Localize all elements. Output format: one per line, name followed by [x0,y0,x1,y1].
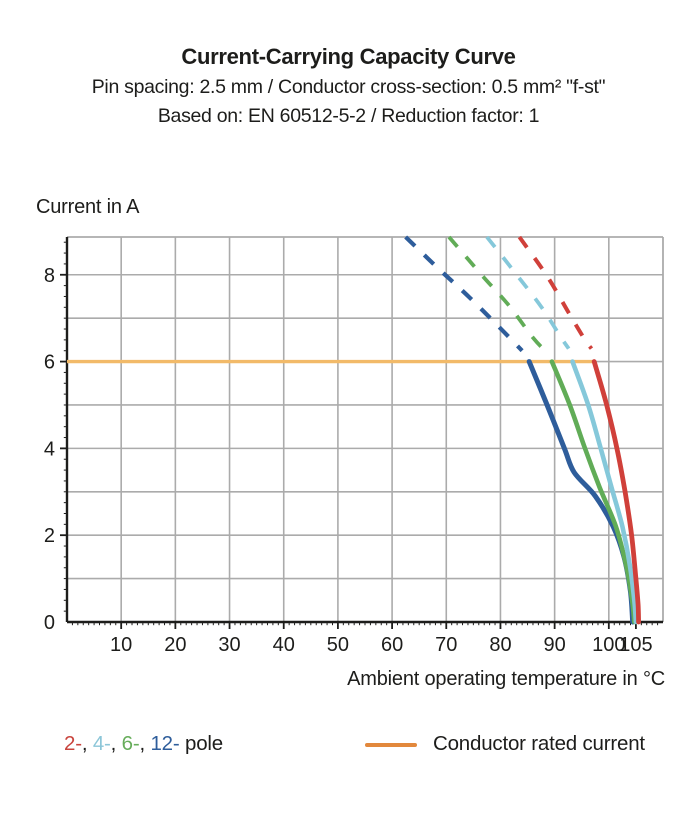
chart-subtitle-standard: Based on: EN 60512-5-2 / Reduction facto… [157,105,540,127]
chart-title: Current-Carrying Capacity Curve [181,44,516,69]
pole-legend-separator: , [81,732,93,755]
pole-legend: 2-, 4-, 6-, 12- pole [64,732,223,756]
x-axis-title: Ambient operating temperature in °C [347,668,665,690]
rated-current-label: Conductor rated current [433,732,645,755]
rated-current-legend: Conductor rated current [365,732,645,756]
x-tick-label: 40 [273,634,295,656]
chart-subtitle-pin-spacing: Pin spacing: 2.5 mm / Conductor cross-se… [91,76,606,98]
y-axis-title: Current in A [36,196,140,218]
curve-6-pole-dashed [447,235,547,353]
curve-4-pole-solid [570,359,639,625]
curve-2-pole-dashed [517,235,594,350]
pole-legend-item-6: 6- [121,732,140,755]
x-tick-label: 60 [381,634,403,656]
pole-legend-item-4: 4- [92,732,111,755]
x-tick-label: 30 [218,634,240,656]
x-tick-label: 100 [592,634,625,656]
x-tick-label: 20 [164,634,186,656]
curve-12-pole-dashed [404,235,524,353]
y-tick-label: 6 [44,352,55,374]
y-tick-label: 4 [44,438,55,460]
y-tick-label: 8 [44,265,55,287]
pole-legend-item-2: 2- [64,732,82,755]
x-tick-label: 70 [435,634,457,656]
y-tick-label: 2 [44,525,55,547]
y-tick-label: 0 [44,612,55,634]
curve-4-pole-dashed [485,235,571,350]
pole-legend-suffix: pole [179,732,223,755]
x-tick-label: 10 [110,634,132,656]
pole-legend-separator: , [110,732,122,755]
rated-current-swatch [365,742,417,748]
x-tick-label: 80 [489,634,511,656]
pole-legend-separator: , [139,732,151,755]
pole-legend-item-12: 12- [150,732,180,755]
x-tick-label: 90 [544,634,566,656]
curve-2-pole-solid [591,359,641,625]
x-tick-label: 50 [327,634,349,656]
x-tick-label: 105 [619,634,652,656]
